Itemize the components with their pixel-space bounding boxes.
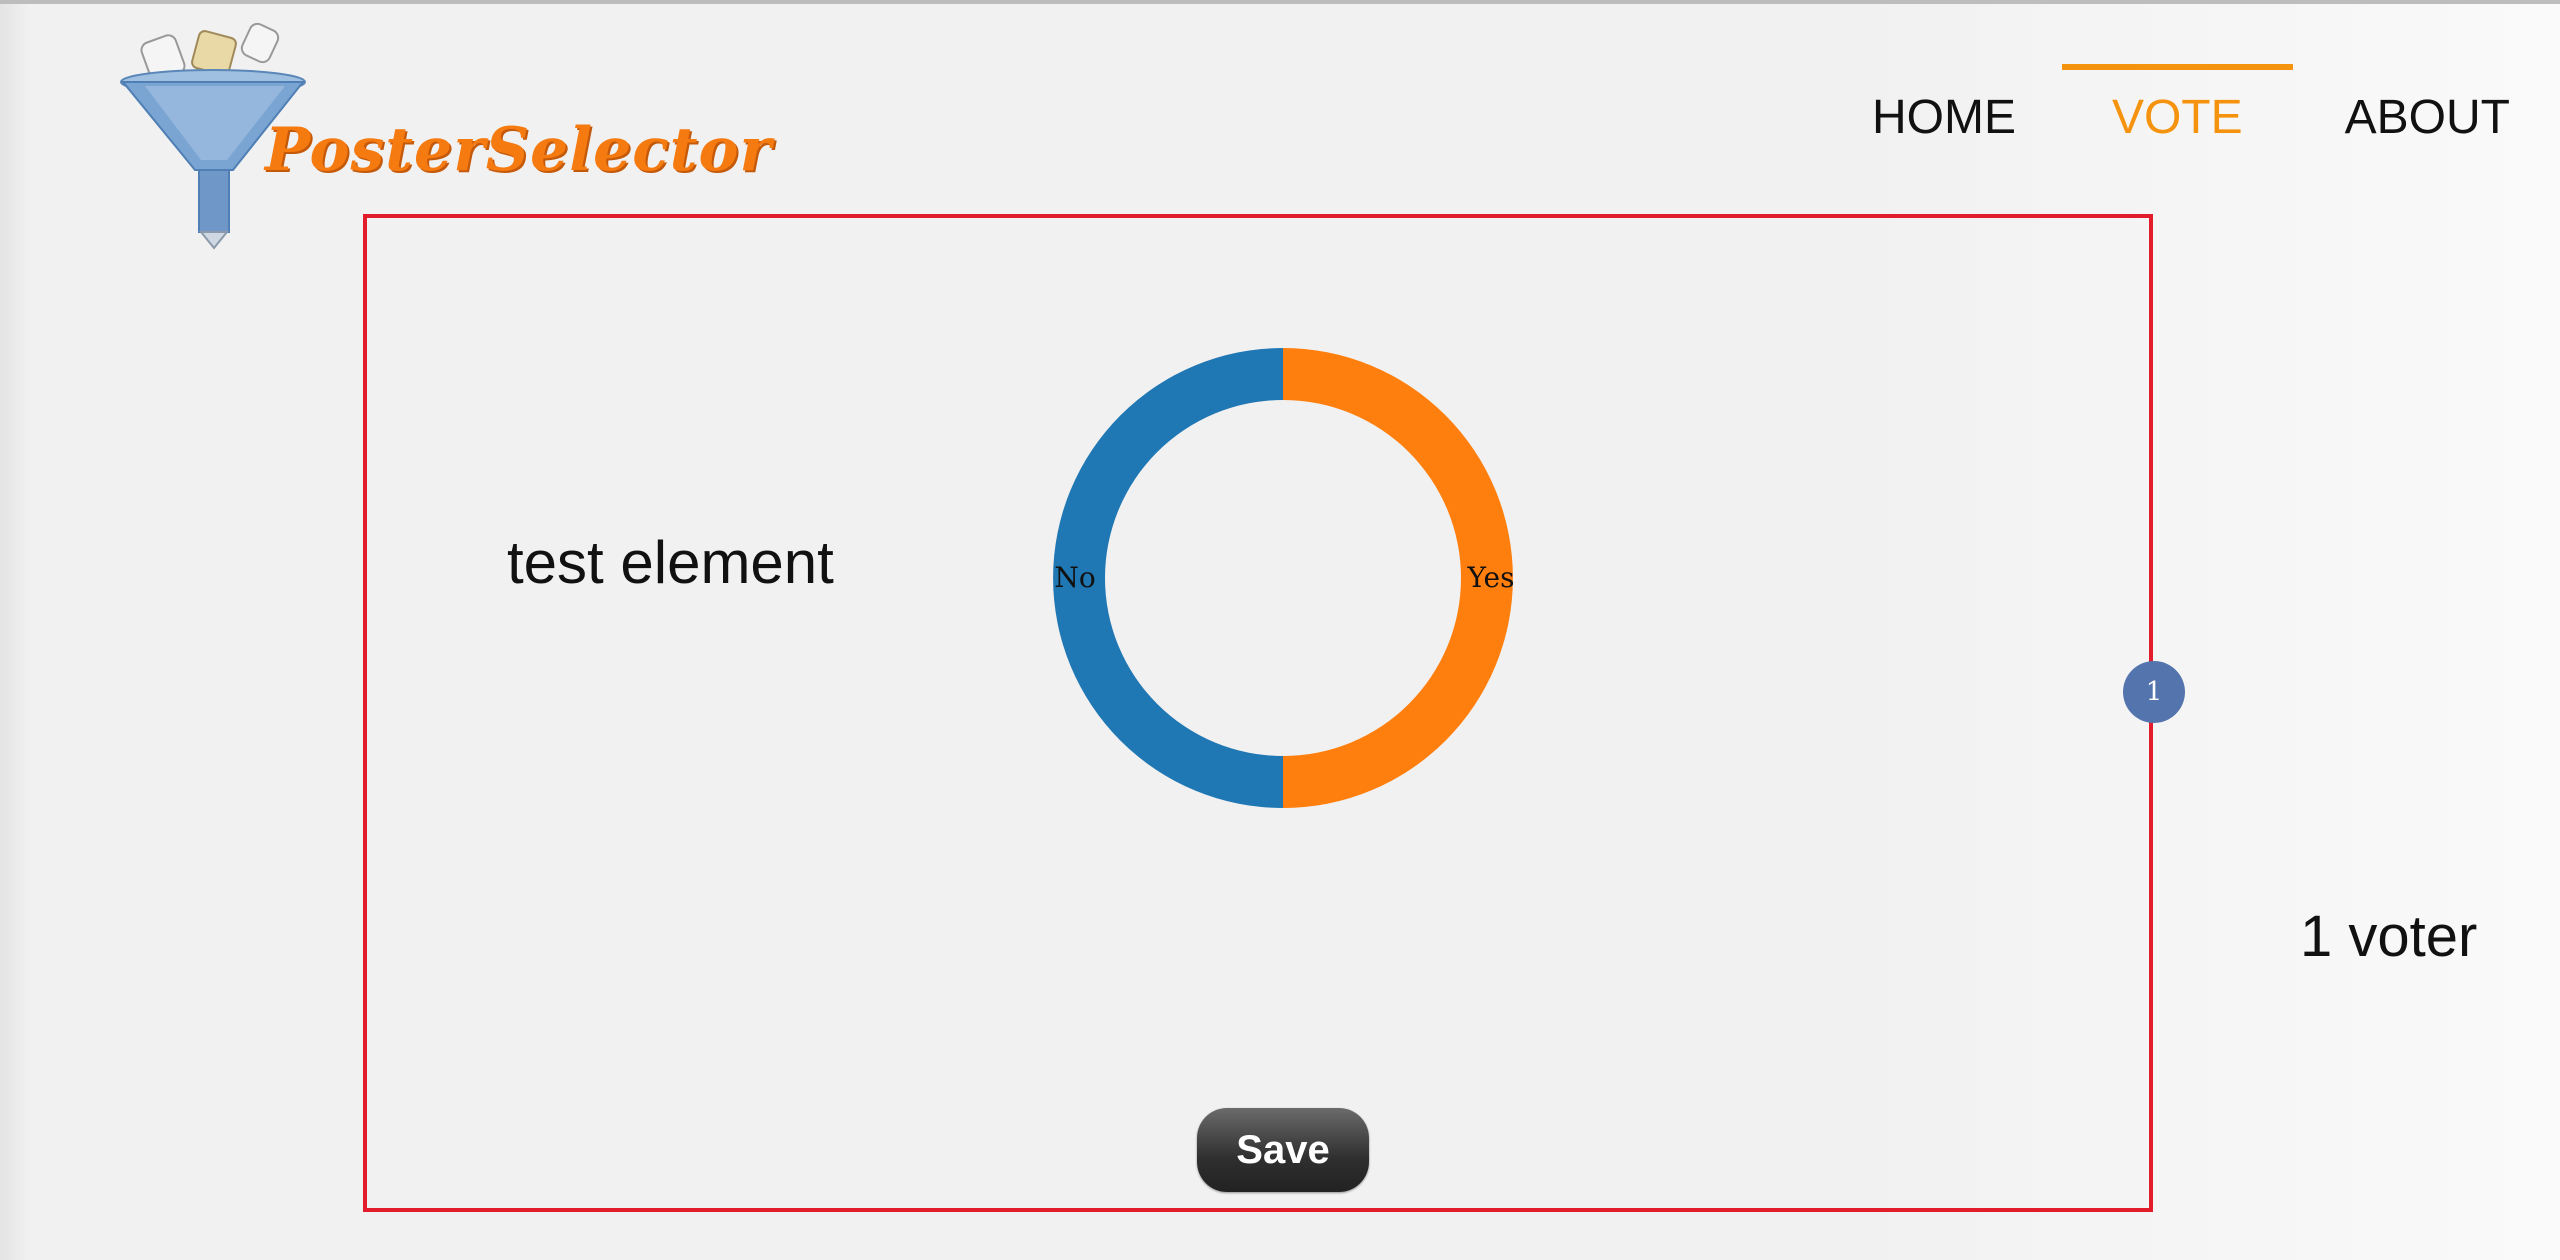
left-shadow <box>0 4 30 1260</box>
app-logo[interactable]: PosterSelector <box>115 20 771 260</box>
main-nav: HOME VOTE ABOUT <box>1872 60 2510 155</box>
donut-label-no: No <box>1054 561 1095 594</box>
nav-home[interactable]: HOME <box>1871 91 2016 144</box>
save-button[interactable]: Save <box>1197 1108 1369 1192</box>
window-top-border <box>0 0 2560 4</box>
vote-donut-chart: No Yes <box>1053 348 1513 808</box>
nav-vote[interactable]: VOTE <box>2062 60 2293 155</box>
element-title: test element <box>507 529 834 596</box>
right-gradient <box>1860 4 2560 1260</box>
donut-slice-yes <box>1283 348 1513 808</box>
nav-about[interactable]: ABOUT <box>2344 91 2510 144</box>
panel-resize-handle[interactable]: 1 <box>2123 661 2185 723</box>
donut-slice-no <box>1053 348 1283 808</box>
donut-label-yes: Yes <box>1467 561 1514 594</box>
voter-count: 1 voter <box>2300 904 2478 969</box>
logo-wordmark: PosterSelector <box>265 115 773 185</box>
funnel-icon <box>120 22 306 250</box>
vote-panel: test element No Yes Save <box>363 214 2153 1212</box>
